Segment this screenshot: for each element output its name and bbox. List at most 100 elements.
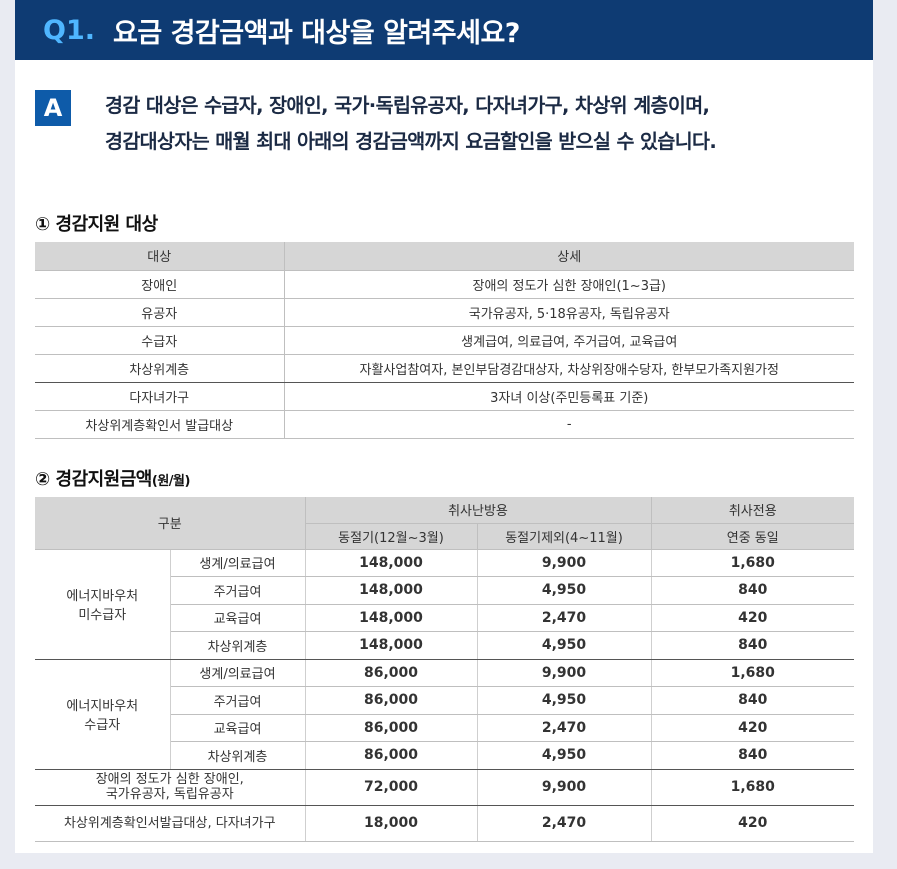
amount-cell: 2,470 — [477, 714, 652, 742]
sub-label: 생계/의료급여 — [170, 549, 306, 577]
table-row: 다자녀가구 3자녀 이상(주민등록표 기준) — [35, 382, 854, 411]
amount-cell: 9,900 — [477, 549, 652, 577]
section2-title: ② 경감지원금액(원/월) — [35, 465, 190, 491]
table-row: 차상위계층 자활사업참여자, 본인부담경감대상자, 차상위장애수당자, 한부모가… — [35, 354, 854, 383]
group-label-line: 미수급자 — [78, 608, 127, 623]
table-row: 수급자 생계급여, 의료급여, 주거급여, 교육급여 — [35, 326, 854, 355]
amount-cell: 148,000 — [305, 631, 478, 660]
division-header: 구분 — [35, 497, 306, 550]
group-label: 에너지바우처 수급자 — [35, 659, 171, 770]
sub-label: 교육급여 — [170, 714, 306, 742]
amount-cell: 420 — [651, 805, 854, 842]
amount-cell: 840 — [651, 631, 854, 660]
cooking-header: 취사전용 — [651, 497, 854, 524]
table-row: 차상위계층확인서 발급대상 - — [35, 410, 854, 439]
amount-cell: 86,000 — [305, 686, 478, 715]
amount-cell: 86,000 — [305, 714, 478, 742]
section2-title-text: ② 경감지원금액 — [35, 469, 152, 490]
amount-cell: 2,470 — [477, 604, 652, 632]
label-line: 장애의 정도가 심한 장애인, — [95, 772, 244, 787]
amount-cell: 840 — [651, 576, 854, 605]
table-row: 차상위계층확인서발급대상, 다자녀가구 18,000 2,470 420 — [35, 805, 854, 842]
amount-cell: 1,680 — [651, 549, 854, 577]
sub-label: 생계/의료급여 — [170, 659, 306, 687]
table-row: 장애의 정도가 심한 장애인, 국가유공자, 독립유공자 72,000 9,90… — [35, 769, 854, 806]
detail-cell: 국가유공자, 5·18유공자, 독립유공자 — [284, 298, 854, 327]
table-row: 차상위계층 148,000 4,950 840 — [35, 631, 854, 660]
table-row: 에너지바우처 수급자 생계/의료급여 86,000 9,900 1,680 — [35, 659, 854, 770]
group-label-line: 에너지바우처 — [66, 589, 139, 604]
group-label-line: 수급자 — [84, 718, 121, 733]
amount-cell: 148,000 — [305, 549, 478, 577]
amount-cell: 4,950 — [477, 631, 652, 660]
sub-label: 차상위계층 — [170, 741, 306, 770]
question-number: Q1. — [43, 14, 95, 46]
question-text: 요금 경감금액과 대상을 알려주세요? — [113, 17, 520, 49]
target-cell: 수급자 — [35, 326, 285, 355]
table-row: 유공자 국가유공자, 5·18유공자, 독립유공자 — [35, 298, 854, 327]
yearround-header: 연중 동일 — [651, 523, 854, 550]
column-header: 대상 — [35, 242, 285, 271]
section1-title: ① 경감지원 대상 — [35, 214, 158, 235]
heating-header: 취사난방용 — [305, 497, 652, 524]
table-header-row: 구분 취사난방용 취사전용 — [35, 497, 854, 550]
detail-cell: 장애의 정도가 심한 장애인(1~3급) — [284, 270, 854, 299]
amount-cell: 4,950 — [477, 576, 652, 605]
amount-cell: 9,900 — [477, 659, 652, 687]
column-header: 상세 — [284, 242, 854, 271]
table-row: 장애인 장애의 정도가 심한 장애인(1~3급) — [35, 270, 854, 299]
amount-cell: 420 — [651, 714, 854, 742]
amount-cell: 840 — [651, 686, 854, 715]
table-row: 에너지바우처 미수급자 생계/의료급여 148,000 9,900 1,680 — [35, 549, 854, 660]
amount-cell: 148,000 — [305, 604, 478, 632]
table-row: 차상위계층 86,000 4,950 840 — [35, 741, 854, 770]
amount-cell: 18,000 — [305, 805, 478, 842]
lowincome-multichild-label: 차상위계층확인서발급대상, 다자녀가구 — [35, 805, 306, 842]
table-row: 교육급여 86,000 2,470 420 — [35, 714, 854, 742]
sub-label: 주거급여 — [170, 686, 306, 715]
question-header: Q1. 요금 경감금액과 대상을 알려주세요? — [15, 0, 873, 60]
target-cell: 차상위계층 — [35, 354, 285, 383]
table-header-row: 동절기(12월~3월) 동절기제외(4~11월) 연중 동일 — [35, 523, 854, 550]
eligibility-table: 대상 상세 장애인 장애의 정도가 심한 장애인(1~3급) 유공자 국가유공자… — [35, 242, 854, 439]
answer-line-1: 경감 대상은 수급자, 장애인, 국가·독립유공자, 다자녀가구, 차상위 계층… — [105, 94, 710, 117]
answer-line-2: 경감대상자는 매월 최대 아래의 경감금액까지 요금할인을 받으실 수 있습니다… — [105, 130, 717, 153]
label-line: 국가유공자, 독립유공자 — [105, 787, 234, 802]
sub-label: 차상위계층 — [170, 631, 306, 660]
amount-cell: 4,950 — [477, 686, 652, 715]
target-cell: 차상위계층확인서 발급대상 — [35, 410, 285, 439]
amount-cell: 2,470 — [477, 805, 652, 842]
winter-header: 동절기(12월~3월) — [305, 523, 478, 550]
group-label: 에너지바우처 미수급자 — [35, 549, 171, 660]
sub-label: 주거급여 — [170, 576, 306, 605]
section2-unit: (원/월) — [151, 474, 191, 489]
table-row: 주거급여 148,000 4,950 840 — [35, 576, 854, 605]
amount-cell: 4,950 — [477, 741, 652, 770]
detail-cell: 3자녀 이상(주민등록표 기준) — [284, 382, 854, 411]
answer-badge: A — [35, 90, 71, 126]
detail-cell: 생계급여, 의료급여, 주거급여, 교육급여 — [284, 326, 854, 355]
amount-cell: 9,900 — [477, 769, 652, 806]
table-row: 주거급여 86,000 4,950 840 — [35, 686, 854, 715]
target-cell: 다자녀가구 — [35, 382, 285, 411]
amount-cell: 86,000 — [305, 741, 478, 770]
amount-cell: 1,680 — [651, 659, 854, 687]
amount-cell: 1,680 — [651, 769, 854, 806]
nonwinter-header: 동절기제외(4~11월) — [477, 523, 652, 550]
disabled-merit-label: 장애의 정도가 심한 장애인, 국가유공자, 독립유공자 — [35, 769, 306, 806]
amount-cell: 840 — [651, 741, 854, 770]
amount-cell: 72,000 — [305, 769, 478, 806]
amount-table: 구분 취사난방용 취사전용 동절기(12월~3월) 동절기제외(4~11월) 연… — [35, 497, 854, 842]
detail-cell: 자활사업참여자, 본인부담경감대상자, 차상위장애수당자, 한부모가족지원가정 — [284, 354, 854, 383]
detail-cell: - — [284, 410, 854, 439]
group-label-line: 에너지바우처 — [66, 699, 139, 714]
amount-cell: 420 — [651, 604, 854, 632]
faq-card: Q1. 요금 경감금액과 대상을 알려주세요? A 경감 대상은 수급자, 장애… — [15, 0, 873, 853]
amount-cell: 148,000 — [305, 576, 478, 605]
sub-label: 교육급여 — [170, 604, 306, 632]
amount-cell: 86,000 — [305, 659, 478, 687]
table-row: 교육급여 148,000 2,470 420 — [35, 604, 854, 632]
table-header-row: 대상 상세 — [35, 242, 854, 271]
target-cell: 유공자 — [35, 298, 285, 327]
answer-text: 경감 대상은 수급자, 장애인, 국가·독립유공자, 다자녀가구, 차상위 계층… — [105, 88, 865, 160]
